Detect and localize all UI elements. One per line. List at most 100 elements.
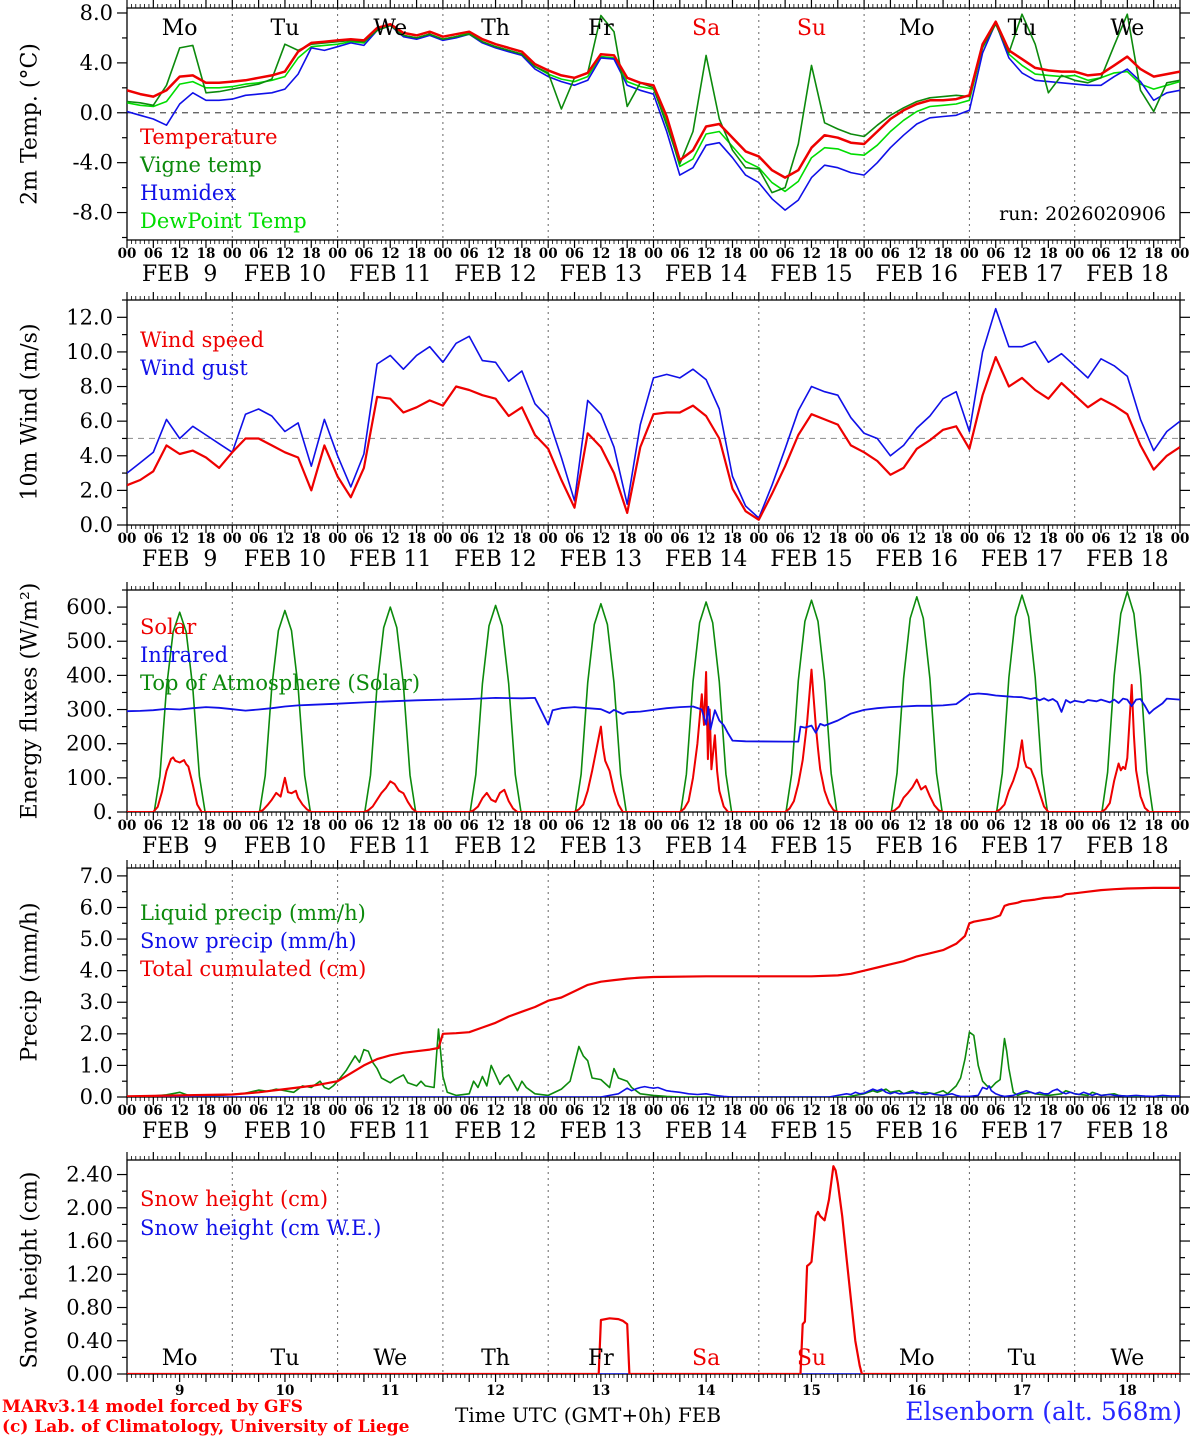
x-hour-label: 06: [881, 246, 900, 262]
x-hour-label: 18: [934, 818, 953, 834]
x-hour-label: 06: [670, 531, 689, 547]
x-hour-label: 06: [565, 818, 584, 834]
y-tick-label: 100.: [66, 766, 113, 790]
x-date-label: FEB 14: [665, 547, 747, 572]
x-hour-label: 12: [591, 531, 610, 547]
x-hour-label: 00: [960, 1103, 979, 1119]
energy-legend-top-of-atmosphere-solar-: Top of Atmosphere (Solar): [140, 671, 421, 695]
x-date-label: FEB 14: [665, 834, 747, 859]
x-hour-label: 12: [170, 246, 189, 262]
x-hour-label: 18: [934, 1103, 953, 1119]
x-hour-label: 18: [618, 818, 637, 834]
x-hour-label: 06: [776, 246, 795, 262]
day-label: We: [373, 1346, 407, 1371]
x-hour-label: 00: [328, 531, 347, 547]
y-tick-label: 0.80: [66, 1296, 113, 1320]
x-date-label: FEB 9: [142, 1119, 217, 1144]
x-hour-label: 06: [144, 246, 163, 262]
x-hour-label: 18: [828, 818, 847, 834]
x-hour-label: 12: [381, 531, 400, 547]
x-hour-label: 12: [591, 818, 610, 834]
x-hour-label: 06: [986, 1103, 1005, 1119]
series-liquid-precip: [127, 1028, 1180, 1097]
energy-panel: 0. 100. 200. 300. 400. 500. 600. 00 06 12 18 00 06 12…: [66, 582, 1190, 859]
x-hour-label: 12: [1013, 1103, 1032, 1119]
snow-legend-snow-height-cm-: Snow height (cm): [140, 1187, 329, 1211]
x-hour-label: 18: [302, 531, 321, 547]
day-label: Mo: [899, 1346, 935, 1371]
series-dewpoint-temp: [127, 22, 1180, 193]
precip-legend-liquid-precip-mm-h-: Liquid precip (mm/h): [140, 901, 366, 925]
x-hour-label: 18: [512, 1103, 531, 1119]
x-hour-label: 00: [960, 818, 979, 834]
day-label: Mo: [162, 1346, 198, 1371]
x-hour-label: 00: [1171, 818, 1190, 834]
series-snow-height: [127, 1165, 1180, 1374]
day-label: Fr: [588, 16, 614, 41]
x-hour-label: 00: [118, 1103, 137, 1119]
x-hour-label: 18: [723, 246, 742, 262]
x-date-label: FEB 10: [244, 1119, 326, 1144]
x-hour-label: 12: [802, 818, 821, 834]
x-hour-label: 06: [249, 531, 268, 547]
x-hour-label: 12: [591, 246, 610, 262]
x-date-label: FEB 16: [876, 1119, 958, 1144]
y-tick-label: 6.0: [80, 895, 113, 919]
x-hour-label: 18: [723, 818, 742, 834]
x-hour-label: 06: [1092, 818, 1111, 834]
x-hour-label: 12: [1013, 246, 1032, 262]
x-hour-label: 06: [670, 1103, 689, 1119]
y-tick-label: 6.0: [80, 409, 113, 433]
y-tick-label: 8.0: [80, 375, 113, 399]
x-hour-label: 18: [828, 1103, 847, 1119]
x-date-label: FEB 12: [454, 547, 536, 572]
series-solar: [127, 668, 1180, 812]
x-hour-label: 00: [434, 246, 453, 262]
y-tick-label: 200.: [66, 732, 113, 756]
day-label: Su: [797, 16, 826, 41]
x-hour-label: 18: [934, 246, 953, 262]
y-axis-title-precip: Precip (mm/h): [17, 902, 43, 1062]
x-hour-label: 06: [460, 246, 479, 262]
precip-panel: 0.0 1.0 2.0 3.0 4.0 5.0 6.0 7.0 00 06 12 18 00 06 12 18…: [80, 860, 1190, 1144]
x-hour-label: 18: [828, 531, 847, 547]
x-hour-label: 12: [381, 246, 400, 262]
x-hour-label: 18: [197, 1103, 216, 1119]
y-tick-label: 2.0: [80, 478, 113, 502]
x-hour-label: 18: [407, 531, 426, 547]
x-hour-label: 00: [434, 818, 453, 834]
x-hour-label: 00: [434, 1103, 453, 1119]
x-hour-label: 06: [144, 1103, 163, 1119]
x-day-number: 15: [802, 1383, 821, 1399]
precip-legend-total-cumulated-cm-: Total cumulated (cm): [140, 957, 367, 981]
x-hour-label: 18: [302, 246, 321, 262]
x-hour-label: 00: [223, 246, 242, 262]
x-hour-label: 18: [512, 531, 531, 547]
x-date-label: FEB 11: [349, 1119, 431, 1144]
x-hour-label: 12: [697, 246, 716, 262]
x-hour-label: 12: [1118, 818, 1137, 834]
x-day-number: 14: [697, 1383, 716, 1399]
x-hour-label: 12: [381, 1103, 400, 1119]
x-hour-label: 00: [539, 246, 558, 262]
wind-panel: 0.0 2.0 4.0 6.0 8.0 10.0 12.0 00 06 12 18 00 06 12 18 0…: [66, 292, 1190, 572]
x-hour-label: 18: [934, 531, 953, 547]
x-hour-label: 00: [749, 531, 768, 547]
x-hour-label: 00: [1171, 531, 1190, 547]
x-hour-label: 00: [644, 1103, 663, 1119]
x-hour-label: 00: [749, 1103, 768, 1119]
x-date-label: FEB 13: [560, 1119, 642, 1144]
day-label: Su: [797, 1346, 826, 1371]
x-hour-label: 00: [539, 1103, 558, 1119]
x-date-label: FEB 13: [560, 547, 642, 572]
y-tick-label: 0.00: [66, 1362, 113, 1386]
series-snow-precip: [127, 1085, 1180, 1097]
x-hour-label: 00: [1065, 818, 1084, 834]
x-hour-label: 12: [907, 531, 926, 547]
x-hour-label: 12: [276, 1103, 295, 1119]
y-tick-label: 1.60: [66, 1229, 113, 1253]
y-tick-label: 2.00: [66, 1196, 113, 1220]
x-date-label: FEB 16: [876, 262, 958, 287]
y-tick-label: 400.: [66, 663, 113, 687]
series-infrared: [127, 692, 1180, 743]
